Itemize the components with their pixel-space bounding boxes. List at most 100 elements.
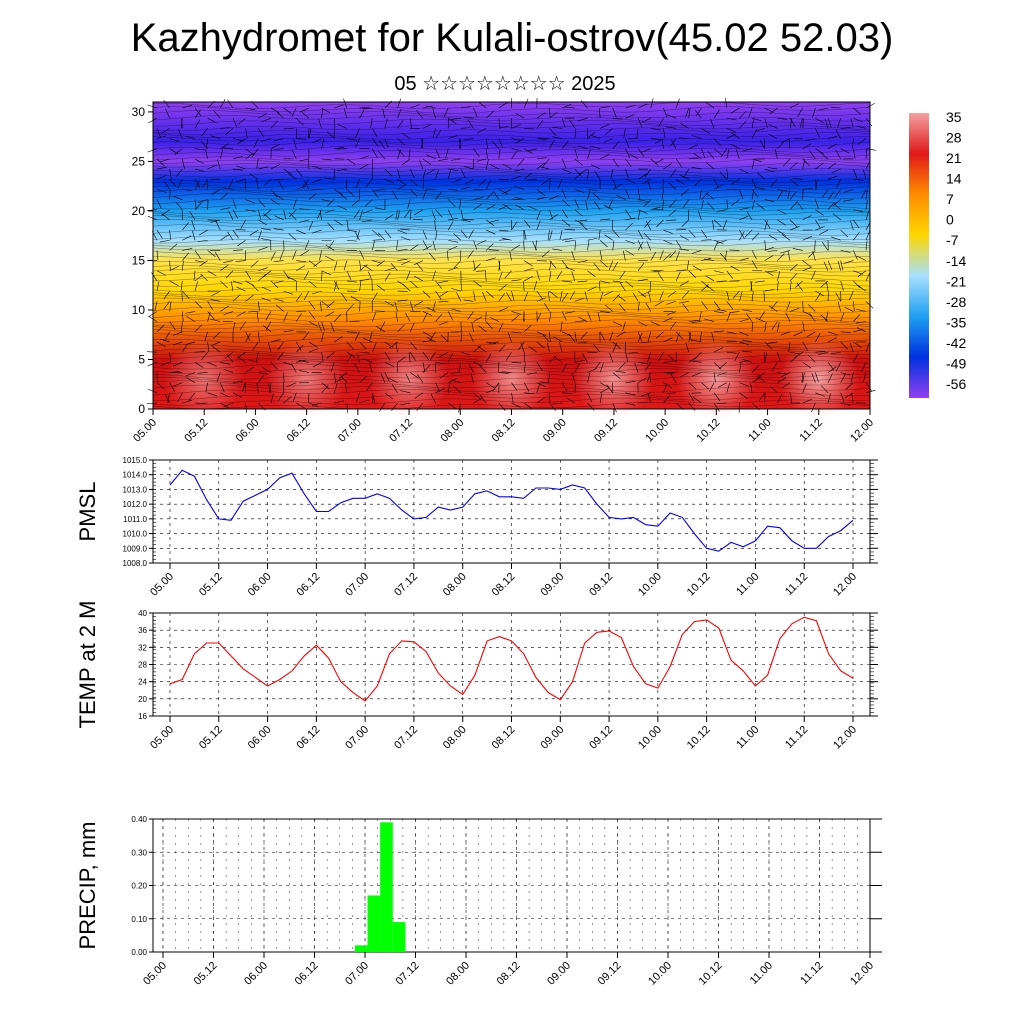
wind-barb: [477, 239, 487, 245]
y-tick-label: 0.00: [131, 948, 147, 957]
wind-barb: [156, 158, 165, 166]
wind-barb: [781, 382, 791, 389]
wind-barb: [283, 107, 292, 115]
x-tick-label: 08.00: [444, 960, 472, 988]
wind-barb: [397, 184, 407, 190]
wind-barb: [177, 179, 183, 189]
wind-barb: [524, 392, 535, 395]
wind-barb: [435, 388, 445, 394]
wind-barb: [704, 258, 715, 261]
wind-barb: [463, 138, 474, 141]
wind-barb: [608, 199, 614, 209]
wind-barb: [156, 189, 167, 193]
wind-barb: [478, 178, 487, 187]
wind-barb: [549, 195, 559, 200]
wind-barb: [410, 372, 419, 379]
wind-barb: [578, 316, 588, 322]
wind-barb: [599, 240, 608, 248]
wind-barb: [780, 331, 791, 336]
wind-barb: [628, 351, 639, 354]
wind-barb: [713, 241, 719, 251]
wind-barb: [693, 396, 702, 404]
wind-barb: [485, 148, 488, 159]
wind-barb: [764, 118, 768, 128]
wind-barb: [359, 164, 369, 170]
x-tick-label: 12.00: [848, 417, 876, 445]
wind-barb: [691, 339, 702, 343]
wind-barb: [569, 119, 576, 129]
wind-barb: [646, 372, 652, 382]
wind-barb: [802, 188, 813, 190]
wind-barb: [536, 312, 542, 322]
wind-barb: [739, 362, 742, 373]
wind-barb: [577, 145, 588, 149]
wind-barb: [536, 270, 540, 281]
wind-barb: [458, 362, 462, 373]
wind-barb: [237, 239, 246, 247]
wind-barb: [223, 368, 234, 373]
wind-barb: [445, 148, 449, 159]
y-tick-label: 40: [138, 609, 147, 618]
wind-barb: [225, 128, 234, 135]
wind-barb: [453, 233, 462, 241]
wind-barb: [514, 196, 525, 200]
wind-barb: [739, 168, 749, 174]
x-tick-label: 06.12: [295, 571, 323, 599]
wind-barb: [273, 138, 284, 142]
wind-barb: [815, 162, 824, 170]
wind-barb: [287, 276, 297, 282]
wind-barb: [625, 217, 636, 221]
wind-barb: [359, 301, 361, 312]
wind-barb: [514, 168, 525, 172]
wind-barb: [774, 149, 778, 159]
contour-line: [152, 275, 871, 284]
wind-barb: [524, 275, 534, 282]
contour-line: [152, 188, 871, 197]
wind-barb: [857, 138, 867, 145]
precip-bar: [367, 895, 381, 952]
wind-barb: [742, 350, 753, 353]
wind-barb: [713, 179, 719, 189]
wind-barb: [840, 331, 851, 333]
wind-barb: [422, 362, 426, 373]
wind-barb: [473, 240, 478, 250]
wind-barb: [704, 318, 715, 322]
wind-barb: [186, 316, 196, 322]
wind-barb: [505, 351, 512, 361]
wind-barb: [549, 402, 556, 412]
wind-barb: [713, 372, 716, 383]
wind-barb: [169, 230, 171, 241]
x-tick-label: 10.00: [643, 417, 671, 445]
wind-barb: [175, 168, 183, 178]
wind-barb: [486, 204, 496, 210]
wind-barb: [397, 249, 408, 251]
wind-barb: [663, 372, 674, 375]
wind-barb: [729, 311, 740, 313]
wind-barb: [511, 150, 518, 160]
wind-barb: [767, 341, 778, 344]
wind-barb: [802, 236, 813, 241]
wind-barb: [236, 311, 246, 317]
wind-barb: [764, 240, 767, 251]
wind-barb: [675, 98, 680, 109]
wind-barb: [343, 98, 348, 109]
x-tick-label: 11.00: [734, 724, 761, 751]
wind-barb: [408, 352, 411, 363]
wind-barb: [273, 298, 284, 302]
wind-barb: [850, 118, 854, 129]
wind-barb: [865, 230, 870, 241]
wind-barb: [789, 351, 800, 355]
wind-barb: [374, 189, 385, 191]
wind-barb: [270, 164, 280, 170]
wind-barb: [599, 362, 604, 373]
wind-barb: [685, 342, 690, 353]
wind-barb: [371, 312, 377, 322]
x-tick-label: 05.12: [197, 571, 225, 599]
wind-barb: [802, 383, 807, 393]
wind-barb: [546, 342, 550, 353]
wind-barb: [526, 372, 537, 375]
wind-barb: [536, 220, 541, 231]
y-tick-label: 1012.0: [123, 500, 148, 509]
wind-barb: [371, 240, 375, 251]
wind-barb: [278, 180, 284, 190]
